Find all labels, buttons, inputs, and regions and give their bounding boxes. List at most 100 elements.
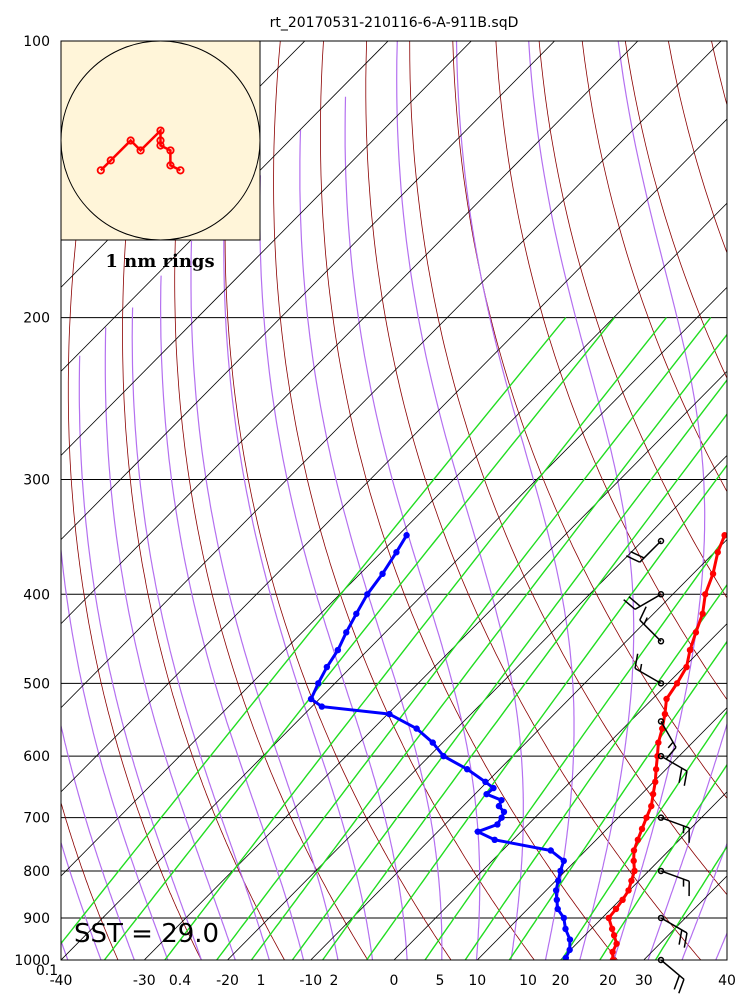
wind-barb-half-flag xyxy=(667,741,674,749)
moist-adiabat--32 xyxy=(61,840,102,960)
dewpoint-point xyxy=(553,896,561,904)
temperature-tick-label: -30 xyxy=(133,973,156,989)
wind-barb-station xyxy=(657,752,665,760)
temperature-tick-label: 0 xyxy=(390,973,399,989)
moist-adiabat-16 xyxy=(396,41,524,960)
wind-barb xyxy=(657,867,690,897)
temperature-point xyxy=(630,857,637,865)
temperature-point xyxy=(649,790,657,798)
wind-barb-half-flag xyxy=(639,663,643,672)
temperature-point xyxy=(631,867,638,875)
mixing-ratio-label: 20 xyxy=(599,973,617,989)
mixing-ratio-label: 1 xyxy=(257,973,266,989)
pressure-tick-label: 400 xyxy=(23,587,50,603)
mixing-ratio-line-0 xyxy=(61,317,567,945)
wind-barb-shaft xyxy=(660,721,677,748)
wind-barb xyxy=(639,606,665,645)
isotherm-0 xyxy=(393,623,727,960)
dewpoint-point xyxy=(318,703,326,710)
wind-barb-flag xyxy=(630,550,645,559)
hodograph-point xyxy=(96,166,105,175)
dewpoint-point xyxy=(562,925,569,933)
wind-barbs xyxy=(623,537,690,994)
dewpoint-point xyxy=(440,752,447,760)
isotherm--50 xyxy=(61,202,727,877)
dewpoint-point xyxy=(483,790,490,798)
mixing-ratio-line-2 xyxy=(163,317,667,960)
isotherm--80 xyxy=(61,41,639,625)
isotherm--40 xyxy=(61,286,727,960)
temperature-point xyxy=(630,847,638,854)
mixing-ratio-label: 0.4 xyxy=(169,973,191,989)
temperature-line xyxy=(607,534,726,960)
pressure-tick-label: 200 xyxy=(23,311,50,327)
dewpoint-point xyxy=(560,857,567,865)
mixing-ratio-line-11 xyxy=(560,710,727,960)
temperature-point xyxy=(634,836,642,844)
temperature-point xyxy=(702,591,709,598)
temperature-point xyxy=(638,825,646,833)
dry-adiabat-370 xyxy=(624,41,727,380)
temperature-tick-label: -40 xyxy=(50,973,73,989)
dry-adiabat-300 xyxy=(319,41,619,960)
dewpoint-point xyxy=(307,695,315,703)
hodograph-point xyxy=(136,146,145,155)
pressure-tick-label: 800 xyxy=(23,864,50,880)
temperature-point xyxy=(609,948,616,956)
mixing-ratio-label: 0.1 xyxy=(36,963,58,979)
moist-adiabat--12 xyxy=(131,307,270,960)
pressure-tick-label: 1000 xyxy=(14,953,50,969)
dewpoint-point xyxy=(386,710,393,718)
wind-barb-flag xyxy=(678,767,683,783)
dry-adiabat-390 xyxy=(711,41,727,107)
wind-barb xyxy=(657,752,688,786)
isotherm--10 xyxy=(310,538,727,960)
dewpoint-point xyxy=(498,796,505,804)
temperature-point xyxy=(619,896,626,904)
temperature-point xyxy=(714,549,721,556)
dewpoint-point xyxy=(554,905,561,913)
hodograph-point xyxy=(156,136,165,145)
temperature-point xyxy=(628,877,635,884)
temperature-point xyxy=(609,956,617,960)
mixing-ratio-label: 5 xyxy=(436,973,445,989)
temperature-point xyxy=(699,610,706,617)
dewpoint-point xyxy=(379,570,386,578)
wind-barb xyxy=(623,591,665,610)
mixing-ratio-line-10 xyxy=(508,640,727,960)
moist-adiabat--24 xyxy=(61,544,169,960)
wind-barb xyxy=(657,956,685,994)
mixing-ratio-line-4 xyxy=(250,333,727,960)
isotherm-10 xyxy=(476,707,727,960)
isotherm--90 xyxy=(61,41,556,541)
wind-barb-station xyxy=(657,814,665,821)
dewpoint-point xyxy=(498,814,505,821)
dewpoint-point xyxy=(393,549,400,556)
temperature-point xyxy=(709,570,717,578)
wind-barb xyxy=(626,537,665,563)
dewpoint-point xyxy=(547,847,554,854)
dry-adiabat-380 xyxy=(667,41,727,254)
temperature-point xyxy=(652,766,660,773)
mixing-ratio-line-6 xyxy=(321,413,727,960)
temperature-point xyxy=(605,914,612,922)
wind-barb-station xyxy=(657,914,665,922)
wind-barb-flag xyxy=(673,975,681,990)
moist-adiabat--20 xyxy=(78,355,203,960)
pressure-tick-label: 600 xyxy=(23,749,50,765)
pressure-tick-label: 700 xyxy=(23,811,50,827)
dry-adiabat-310 xyxy=(365,41,702,960)
dewpoint-point xyxy=(334,646,342,654)
wind-barb-station xyxy=(657,680,665,687)
isotherm-40 xyxy=(726,959,727,960)
wind-barb-flag xyxy=(626,555,641,563)
dry-adiabat-330 xyxy=(452,41,727,799)
isotherm--20 xyxy=(226,454,727,960)
temperature-point xyxy=(612,905,620,913)
moist-adiabat-40 xyxy=(715,931,727,960)
wind-barb-flag xyxy=(678,979,685,994)
dewpoint-point xyxy=(490,784,497,792)
background-grid xyxy=(61,41,727,960)
chart-title: rt_20170531-210116-6-A-911B.sqD xyxy=(270,15,519,31)
hodograph-point xyxy=(156,141,165,150)
